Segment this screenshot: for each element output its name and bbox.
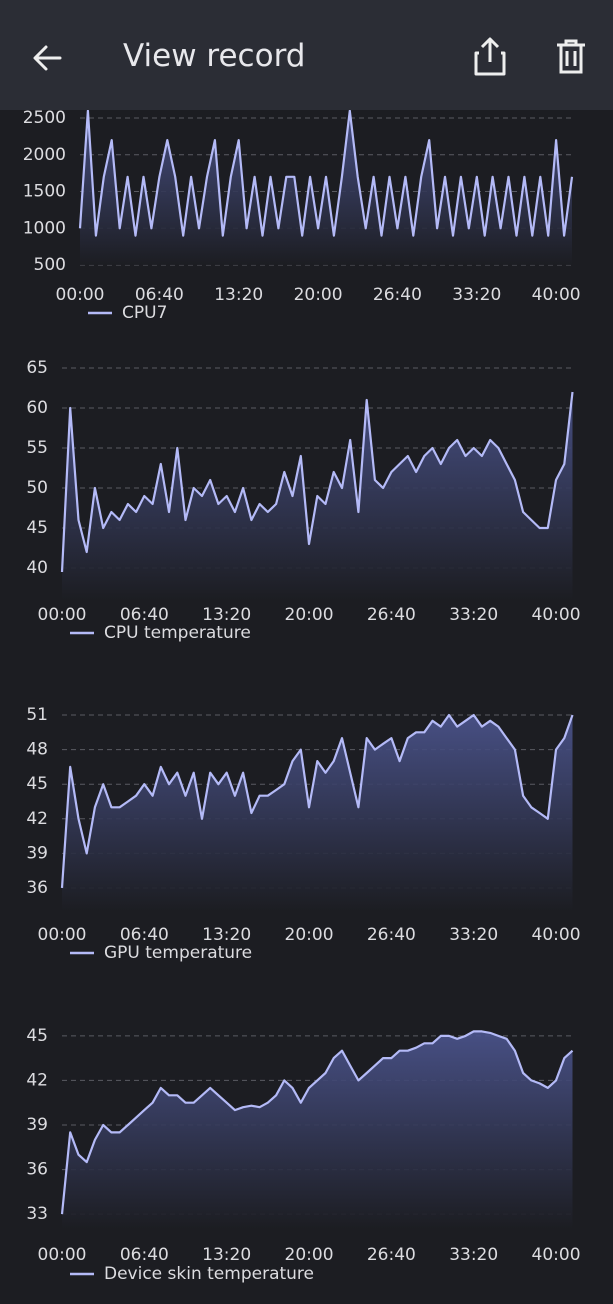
y-tick-label: 2000 <box>23 145 66 165</box>
x-tick-label: 06:40 <box>135 285 184 305</box>
x-tick-label: 20:00 <box>294 285 343 305</box>
x-tick-label: 20:00 <box>285 1245 334 1265</box>
y-tick-label: 48 <box>26 740 48 760</box>
data-line <box>78 109 574 237</box>
y-tick-label: 36 <box>26 1160 48 1180</box>
x-tick-label: 13:20 <box>202 925 251 945</box>
area-fill <box>62 392 573 600</box>
x-tick-label: 20:00 <box>285 925 334 945</box>
area-fill <box>80 110 572 265</box>
x-tick-label: 06:40 <box>120 605 169 625</box>
y-tick-label: 40 <box>26 558 48 578</box>
area-fill <box>62 715 573 911</box>
legend-label: CPU7 <box>122 303 167 323</box>
legend-label: CPU temperature <box>104 623 251 643</box>
x-tick-label: 26:40 <box>367 1245 416 1265</box>
x-tick-label: 06:40 <box>120 925 169 945</box>
x-tick-label: 33:20 <box>449 1245 498 1265</box>
data-line <box>60 391 574 573</box>
back-button[interactable] <box>30 40 66 76</box>
x-tick-label: 26:40 <box>367 925 416 945</box>
y-tick-label: 1500 <box>23 182 66 202</box>
x-tick-label: 33:20 <box>449 925 498 945</box>
x-tick-label: 00:00 <box>56 285 105 305</box>
y-tick-label: 36 <box>26 878 48 898</box>
page-title: View record <box>123 38 306 74</box>
legend-label: GPU temperature <box>104 943 252 963</box>
x-tick-label: 40:00 <box>532 1245 581 1265</box>
y-tick-label: 55 <box>26 438 48 458</box>
x-tick-label: 40:00 <box>532 605 581 625</box>
x-tick-label: 40:00 <box>532 285 581 305</box>
x-tick-label: 13:20 <box>202 1245 251 1265</box>
legend-label: Device skin temperature <box>104 1264 314 1284</box>
y-tick-label: 65 <box>26 358 48 378</box>
y-tick-label: 39 <box>26 843 48 863</box>
y-tick-label: 39 <box>26 1115 48 1135</box>
y-tick-label: 2500 <box>23 108 66 128</box>
share-button[interactable] <box>472 36 508 78</box>
x-tick-label: 40:00 <box>532 925 581 945</box>
y-tick-label: 33 <box>26 1204 48 1224</box>
delete-button[interactable] <box>554 38 588 76</box>
x-tick-label: 00:00 <box>38 925 87 945</box>
x-tick-label: 00:00 <box>38 1245 87 1265</box>
x-tick-label: 33:20 <box>449 605 498 625</box>
y-tick-label: 1000 <box>23 218 66 238</box>
y-tick-label: 50 <box>26 478 48 498</box>
y-tick-label: 42 <box>26 1070 48 1090</box>
x-tick-label: 33:20 <box>452 285 501 305</box>
x-tick-label: 26:40 <box>367 605 416 625</box>
x-tick-label: 00:00 <box>38 605 87 625</box>
y-tick-label: 45 <box>26 774 48 794</box>
area-fill <box>62 1031 573 1229</box>
y-tick-label: 500 <box>34 255 66 275</box>
x-tick-label: 20:00 <box>285 605 334 625</box>
x-tick-label: 26:40 <box>373 285 422 305</box>
app-bar: View record <box>0 0 613 110</box>
x-tick-label: 06:40 <box>120 1245 169 1265</box>
x-tick-label: 13:20 <box>202 605 251 625</box>
y-tick-label: 45 <box>26 518 48 538</box>
x-tick-label: 13:20 <box>214 285 263 305</box>
y-tick-label: 42 <box>26 809 48 829</box>
y-tick-label: 51 <box>26 705 48 725</box>
data-line <box>60 1030 574 1215</box>
y-tick-label: 60 <box>26 398 48 418</box>
y-tick-label: 45 <box>26 1026 48 1046</box>
data-line <box>60 713 574 888</box>
